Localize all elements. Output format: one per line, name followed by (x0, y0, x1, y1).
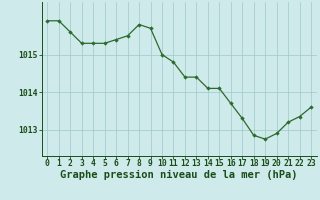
X-axis label: Graphe pression niveau de la mer (hPa): Graphe pression niveau de la mer (hPa) (60, 170, 298, 180)
